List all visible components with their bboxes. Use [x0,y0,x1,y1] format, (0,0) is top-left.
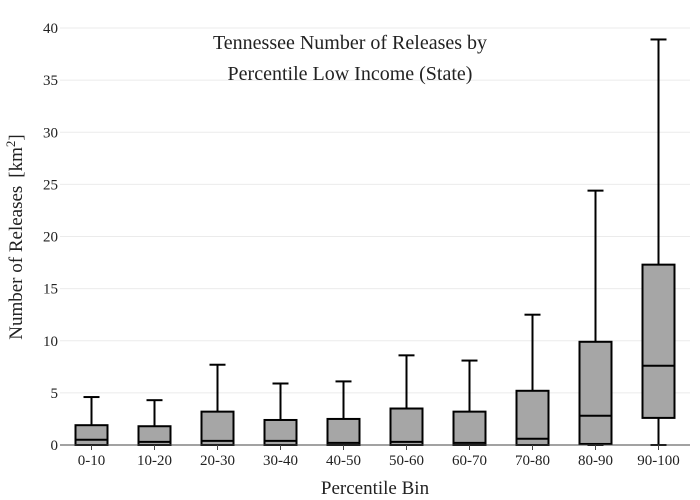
box-iqr [389,407,424,447]
box-10-20 [137,399,172,446]
box-iqr [74,424,109,447]
box-iqr [452,410,487,447]
x-tick-label: 40-50 [326,453,361,469]
y-tick-label: 20 [43,230,58,246]
x-tick-label: 30-40 [263,453,298,469]
y-tick-label: 10 [43,334,58,350]
box-iqr [578,340,613,445]
box-40-50 [326,380,361,446]
y-axis-unit: [km [6,147,27,178]
box-90-100 [641,38,676,446]
box-60-70 [452,359,487,447]
x-tick-label: 10-20 [137,453,172,469]
box-70-80 [515,313,550,447]
x-tick-label: 20-30 [200,453,235,469]
x-axis-ticks: 0-10 10-20 20-30 30-40 40-50 50-60 60-70 70-80 8… [78,445,680,469]
y-tick-label: 40 [43,21,58,37]
grid-lines [60,27,690,394]
x-tick-label: 90-100 [637,453,680,469]
box-iqr [515,389,550,447]
box-20-30 [200,363,235,447]
box-80-90 [578,189,613,446]
y-tick-label: 35 [43,73,58,89]
x-axis-title: Percentile Bin [321,478,430,499]
y-tick-label: 15 [43,282,58,298]
box-50-60 [389,354,424,447]
chart-title-line-1: Tennessee Number of Releases by [213,32,487,54]
box-series [74,38,676,447]
y-axis-title-text: Number of Releases [6,186,27,340]
x-tick-label: 70-80 [515,453,550,469]
y-axis-unit-close: ] [6,134,27,140]
y-tick-label: 0 [51,438,59,454]
y-tick-label: 30 [43,125,58,141]
x-tick-label: 0-10 [78,453,106,469]
x-tick-label: 60-70 [452,453,487,469]
y-axis-unit-superscript: 2 [3,141,18,148]
box-iqr [641,263,676,419]
x-tick-label: 80-90 [578,453,613,469]
box-iqr [326,417,361,446]
y-axis-ticks: 0 5 10 15 20 25 30 35 40 [43,21,58,454]
y-tick-label: 25 [43,177,58,193]
chart-title-line-2: Percentile Low Income (State) [228,63,473,85]
x-tick-label: 50-60 [389,453,424,469]
box-0-10 [74,396,109,447]
y-tick-label: 5 [51,386,59,402]
y-axis-title: Number of Releases [km2] [3,134,27,340]
